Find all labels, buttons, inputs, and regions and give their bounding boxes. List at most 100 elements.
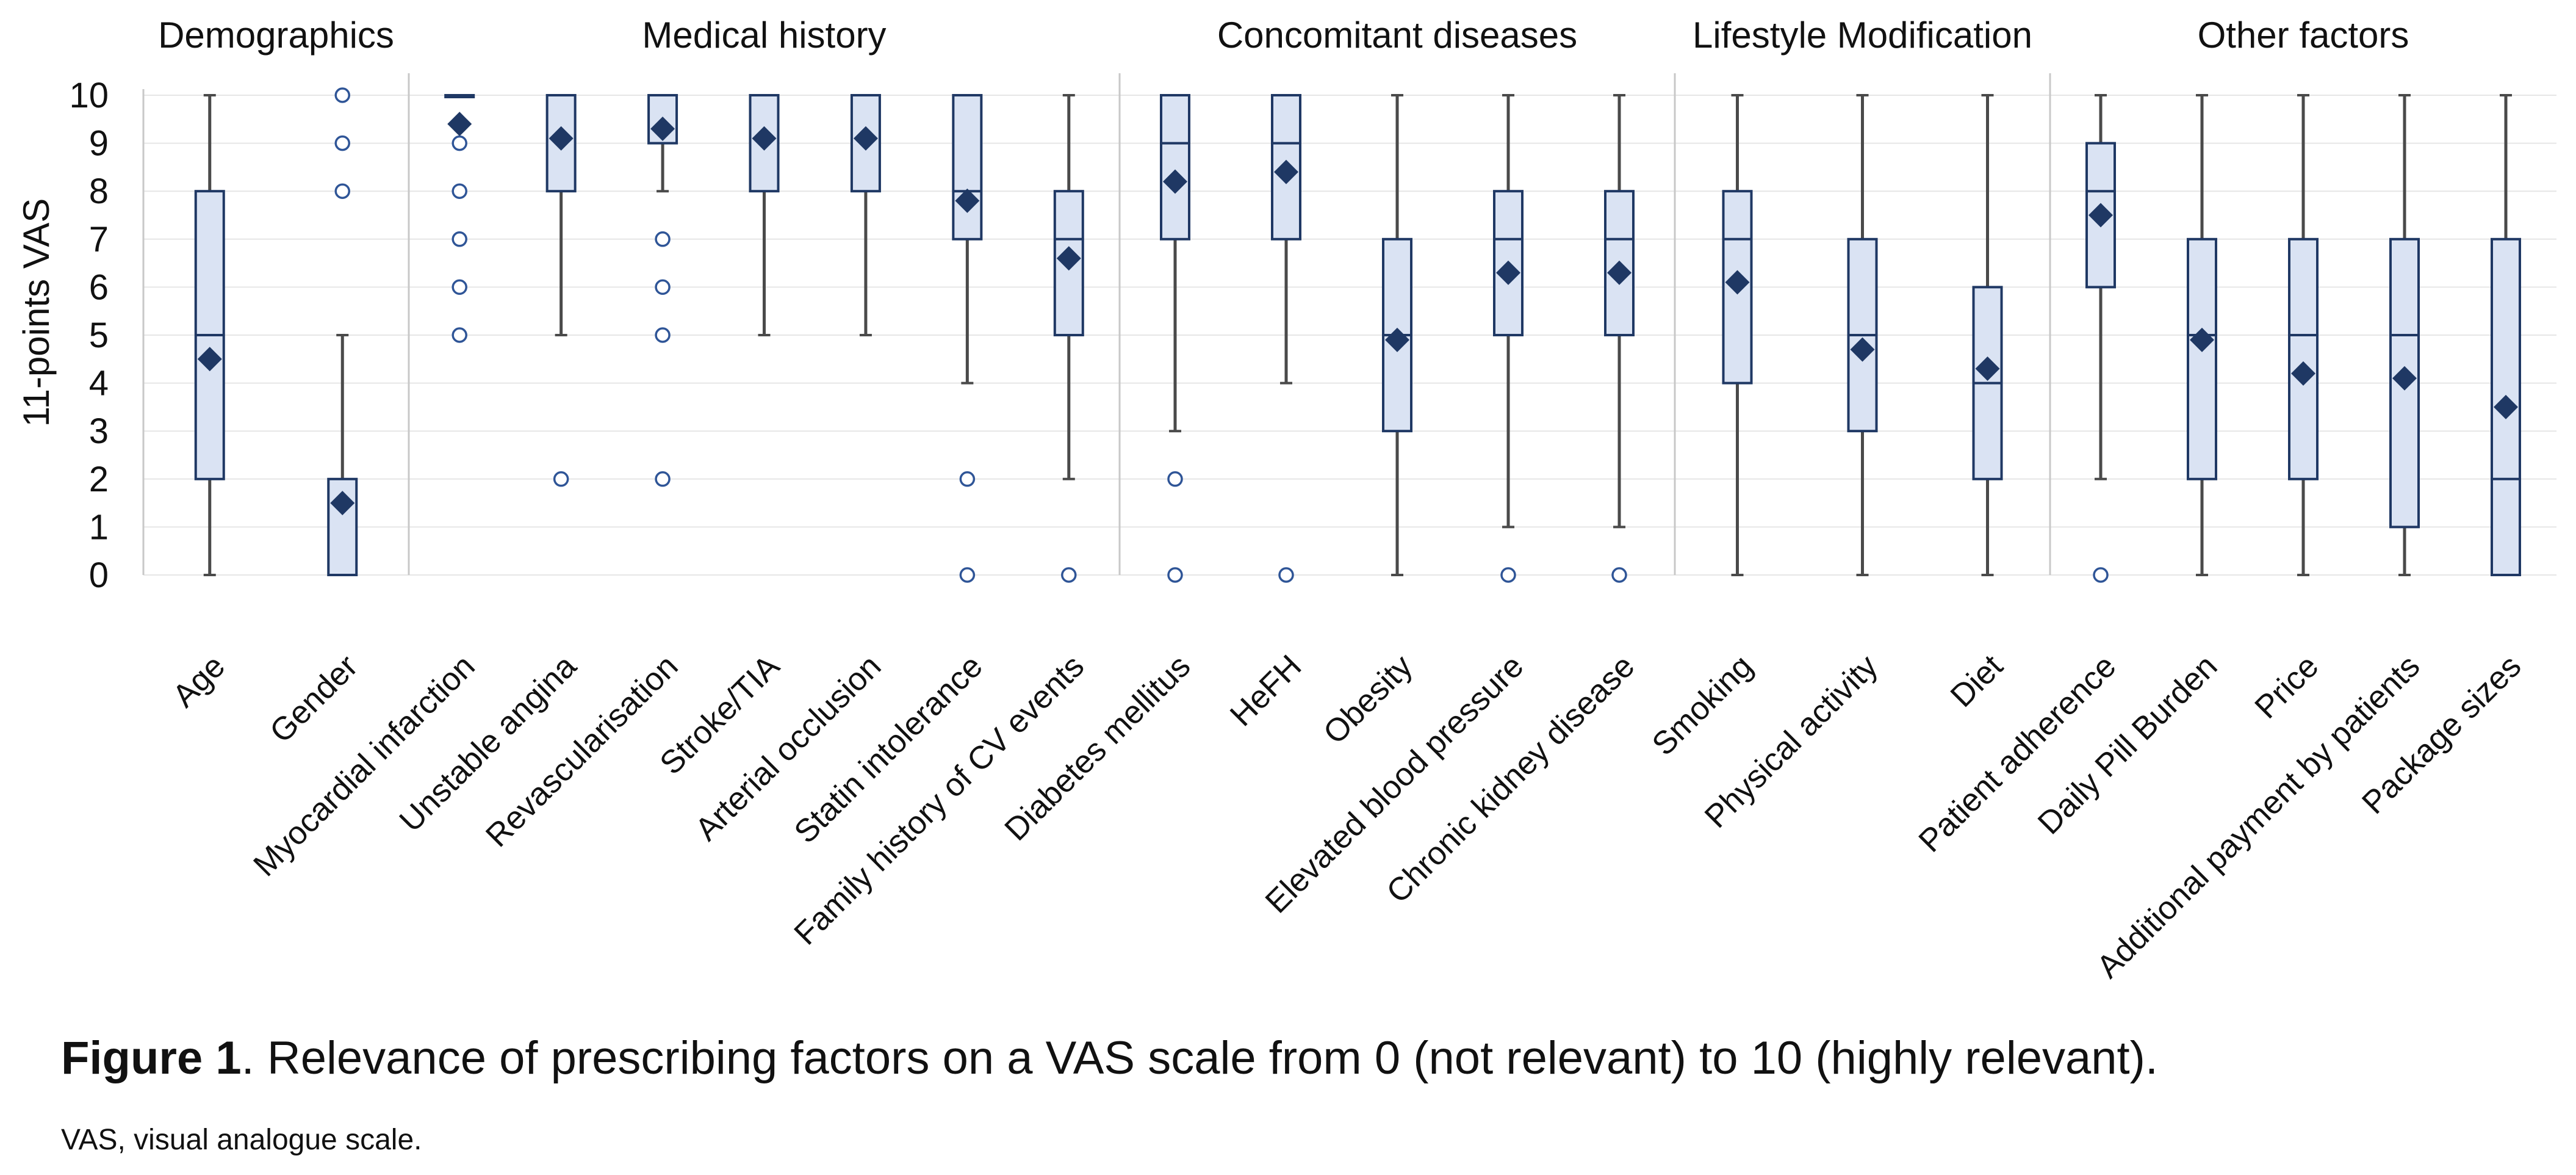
grid-lines [143,95,2556,576]
x-tick-label: Statin intolerance [788,648,990,850]
mean-marker [650,117,675,142]
group-title: Medical history [642,15,886,56]
outlier-point [959,567,976,583]
mean-marker [1975,356,2000,381]
outlier-point [2093,567,2109,583]
x-tick-label: Arterial occlusion [688,648,888,848]
outlier-point [334,135,350,151]
mean-marker [853,126,878,151]
group-title: Concomitant diseases [1217,15,1577,56]
mean-marker [447,112,472,137]
box-item [1722,94,1753,576]
outlier-point [452,183,467,199]
box-item [952,94,983,583]
outlier-point [334,183,350,199]
figure-footnote: VAS, visual analogue scale. [61,1124,422,1156]
mean-marker [2190,327,2214,352]
box-item [327,87,358,576]
group-title: Lifestyle Modification [1693,15,2032,56]
box-item [444,94,475,343]
group-title: Demographics [158,15,394,56]
iqr-box [2187,237,2217,480]
box-item [1847,94,1878,576]
group-separators [408,73,2051,575]
y-tick-label: 2 [89,460,109,499]
outlier-point [1167,567,1183,583]
mean-marker [1725,270,1750,295]
y-tick-label: 5 [89,316,109,355]
x-tick-label: Diabetes mellitus [998,648,1197,848]
x-tick-label: Age [166,648,232,714]
outlier-point [959,471,976,487]
y-axis-label: 11-points VAS [16,198,57,427]
outlier-point [452,135,467,151]
box-item [1160,94,1190,583]
box-series [194,87,2521,583]
mean-marker [2291,361,2315,386]
group-title: Other factors [2198,15,2409,56]
mean-marker [2089,203,2113,228]
x-tick-label: Gender [263,648,365,750]
x-tick-label: Obesity [1317,648,1420,751]
y-tick-label: 3 [89,411,109,451]
x-tick-label: Smoking [1645,648,1760,763]
y-tick-label: 10 [69,76,109,115]
y-tick-label: 4 [89,364,109,403]
outlier-point [655,471,671,487]
figure-caption-text: . Relevance of prescribing factors on a … [241,1032,2159,1084]
box-item [194,94,225,576]
x-tick-label: Diet [1944,648,2010,715]
box-item [2288,94,2319,576]
box-item [2389,94,2420,576]
mean-marker [752,126,777,151]
box-item [1972,94,2003,576]
outlier-point [452,327,467,343]
y-tick-label: 7 [89,220,109,259]
group-titles: Demographics Medical history Concomitant d… [158,15,2409,56]
outlier-point [1611,567,1627,583]
mean-marker [1385,327,1409,352]
iqr-box [749,94,780,193]
y-tick-label: 9 [89,124,109,164]
x-tick-label: Price [2248,648,2325,726]
box-item [2085,94,2116,583]
mean-marker [549,126,574,151]
box-item [1053,94,1084,583]
x-tick-label: Daily Pill Burden [2031,648,2225,842]
x-tick-label: HeFH [1223,648,1309,734]
outlier-point [1278,567,1294,583]
y-tick-label: 6 [89,267,109,307]
x-tick-label: Unstable angina [393,648,584,839]
x-tick-label: Patient adherence [1912,648,2123,859]
iqr-box [952,94,983,240]
mean-marker [2392,366,2417,391]
outlier-point [1061,567,1077,583]
outlier-point [655,279,671,295]
box-item [1493,94,1524,583]
iqr-box [1604,190,1635,337]
mean-marker [1607,260,1632,285]
y-axis: 0 1 2 3 4 5 6 7 8 9 10 [69,76,145,595]
box-item [1382,94,1412,576]
outlier-point [655,231,671,247]
mean-marker [197,347,222,372]
outlier-point [334,87,350,103]
y-tick-label: 8 [89,172,109,211]
box-item [2491,94,2521,576]
x-tick-label: Revascularisation [479,648,685,855]
box-item [1604,94,1635,583]
box-item [850,94,881,336]
figure-label: Figure 1 [61,1032,242,1084]
outlier-point [1167,471,1183,487]
outlier-point [655,327,671,343]
iqr-box [1160,94,1190,240]
figure-caption: Figure 1. Relevance of prescribing facto… [61,1032,2158,1085]
outlier-point [553,471,569,487]
box-item [2187,94,2217,576]
outlier-point [1500,567,1516,583]
outlier-point [452,231,467,247]
box-item [749,94,780,336]
box-item [1271,94,1301,583]
mean-marker [1274,159,1298,184]
